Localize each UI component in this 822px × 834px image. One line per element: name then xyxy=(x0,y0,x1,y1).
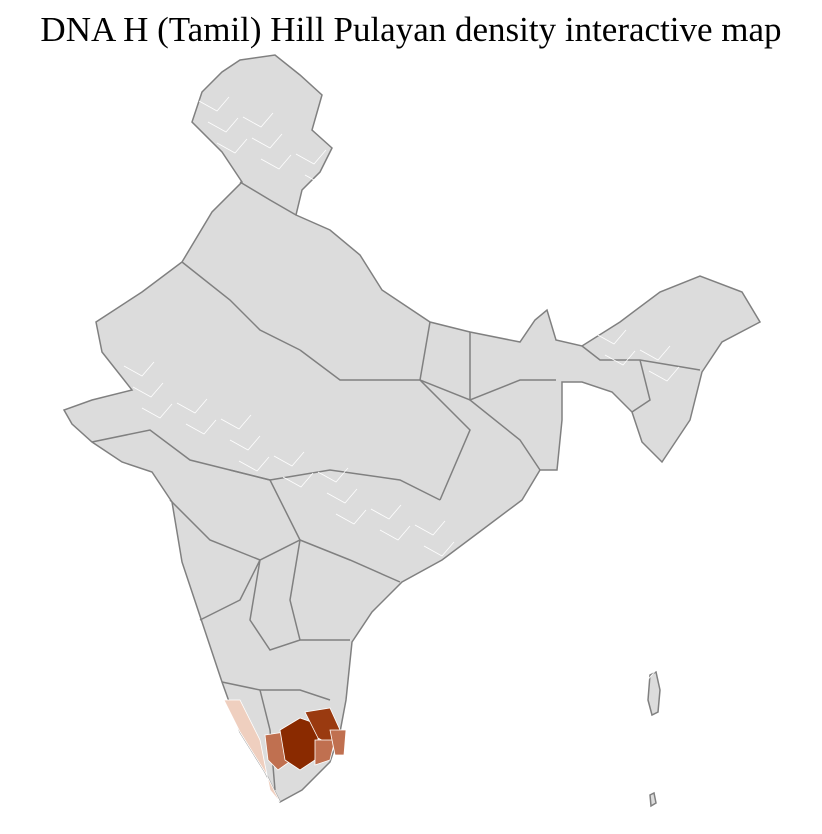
district-border xyxy=(207,117,239,133)
district-border xyxy=(163,101,195,117)
state-border xyxy=(181,261,301,351)
district-border xyxy=(639,345,671,361)
district-border xyxy=(573,631,605,647)
district-border xyxy=(498,276,530,292)
state-border xyxy=(581,345,701,371)
district-border xyxy=(216,138,248,154)
district-border xyxy=(454,260,486,276)
district-border xyxy=(520,594,552,610)
district-border xyxy=(661,663,693,679)
district-border xyxy=(410,244,442,260)
district-border xyxy=(220,414,252,430)
district-border xyxy=(154,700,186,716)
district-border xyxy=(586,308,618,324)
district-border xyxy=(304,170,336,186)
district-border xyxy=(648,366,680,382)
district-border xyxy=(595,329,627,345)
district-border xyxy=(357,207,389,223)
district-border xyxy=(141,403,173,419)
state-border xyxy=(249,559,350,651)
district-border xyxy=(348,186,380,202)
district-border xyxy=(370,504,402,520)
district-border xyxy=(229,435,261,451)
state-border xyxy=(221,681,331,701)
state-border xyxy=(199,559,261,621)
district-border xyxy=(626,668,658,684)
district-border xyxy=(317,467,349,483)
district-border xyxy=(604,350,636,366)
district-border xyxy=(507,297,539,313)
andaman-islands[interactable] xyxy=(647,670,661,717)
tamil-district[interactable] xyxy=(329,729,347,756)
district-border xyxy=(542,292,574,308)
district-border xyxy=(670,684,702,700)
tamil-district[interactable] xyxy=(314,739,336,766)
state-border xyxy=(469,332,541,471)
district-border xyxy=(238,456,270,472)
district-border xyxy=(123,361,155,377)
state-borders xyxy=(91,85,702,791)
state-border xyxy=(299,349,556,401)
district-border xyxy=(335,509,367,525)
district-border xyxy=(617,647,649,663)
state-border xyxy=(229,469,301,541)
state-border xyxy=(169,499,401,583)
district-border xyxy=(282,472,314,488)
district-border xyxy=(326,488,358,504)
district-border xyxy=(185,419,217,435)
district-border xyxy=(119,85,151,101)
state-border xyxy=(419,379,471,501)
district-border xyxy=(608,626,640,642)
district-border xyxy=(379,525,411,541)
density-highlights xyxy=(223,699,347,803)
kerala-district[interactable] xyxy=(223,699,281,803)
district-border xyxy=(476,578,508,594)
district-border xyxy=(313,191,345,207)
district-border xyxy=(467,557,499,573)
district-border xyxy=(242,112,274,128)
district-border xyxy=(564,610,596,626)
map-title: DNA H (Tamil) Hill Pulayan density inter… xyxy=(40,10,782,49)
district-border xyxy=(392,202,424,218)
district-border xyxy=(511,573,543,589)
district-border xyxy=(423,541,455,557)
state-border xyxy=(289,539,301,641)
district-border xyxy=(401,223,433,239)
district-border xyxy=(529,615,561,631)
district-border xyxy=(445,239,477,255)
state-border xyxy=(259,689,276,791)
district-border xyxy=(176,398,208,414)
district-border xyxy=(295,149,327,165)
state-border xyxy=(419,321,431,381)
district-border xyxy=(132,382,164,398)
district-border xyxy=(414,520,446,536)
district-border xyxy=(145,679,177,695)
state-border xyxy=(269,469,441,501)
district-border xyxy=(273,451,305,467)
district-border xyxy=(432,562,464,578)
nicobar-islands[interactable] xyxy=(649,791,657,808)
district-border xyxy=(251,133,283,149)
district-border xyxy=(260,154,292,170)
state-border xyxy=(631,359,651,413)
state-border xyxy=(239,181,297,216)
district-border xyxy=(198,96,230,112)
district-border xyxy=(551,313,583,329)
district-border xyxy=(489,255,521,271)
